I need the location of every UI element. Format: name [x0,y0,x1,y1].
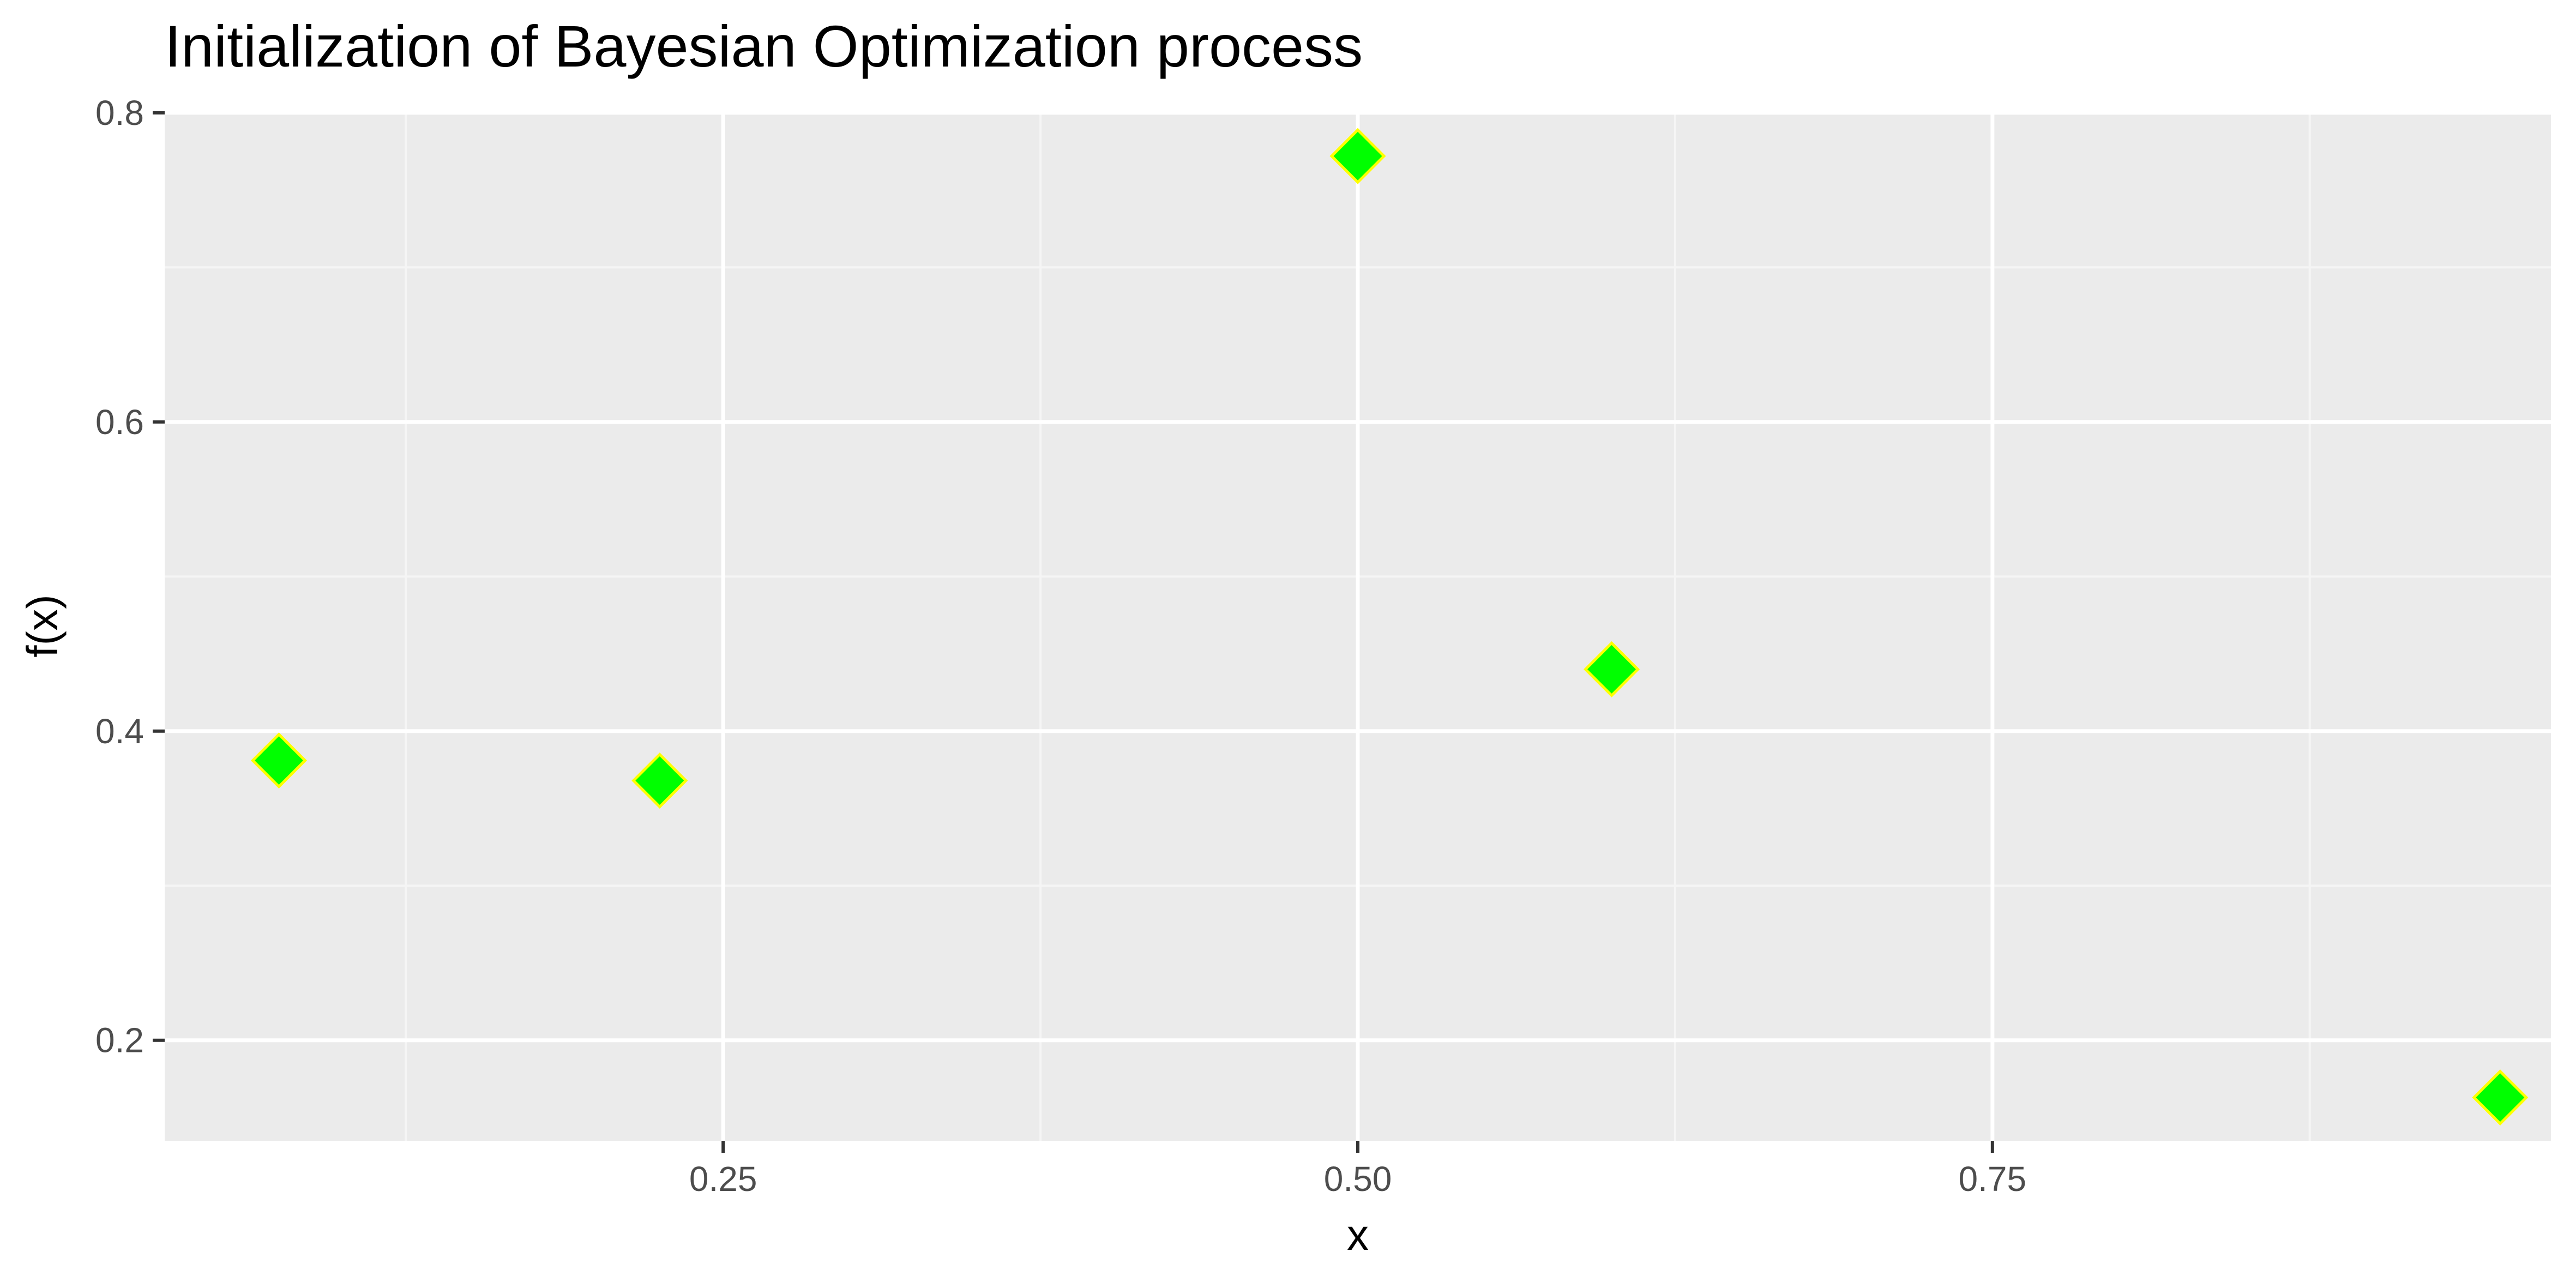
data-points [250,128,2529,1126]
y-tick-label: 0.8 [95,93,144,133]
x-axis: 0.25 0.50 0.75 [689,1141,2026,1199]
data-point-4 [1583,641,1640,697]
data-point-3 [1329,128,1386,184]
data-point-5 [2472,1069,2529,1126]
data-point-2 [631,752,688,809]
y-tick-label: 0.2 [95,1021,144,1060]
x-axis-title: x [1347,1211,1369,1259]
x-tick-label: 0.75 [1959,1159,2027,1199]
y-tick-label: 0.6 [95,402,144,442]
chart-title: Initialization of Bayesian Optimization … [165,13,1363,79]
y-axis: 0.2 0.4 0.6 0.8 [95,93,165,1060]
x-tick-label: 0.25 [689,1159,757,1199]
y-tick-label: 0.4 [95,712,144,751]
data-point-1 [250,732,308,789]
x-tick-label: 0.50 [1324,1159,1392,1199]
y-axis-title: f(x) [18,594,67,658]
major-gridlines [165,111,2551,1141]
